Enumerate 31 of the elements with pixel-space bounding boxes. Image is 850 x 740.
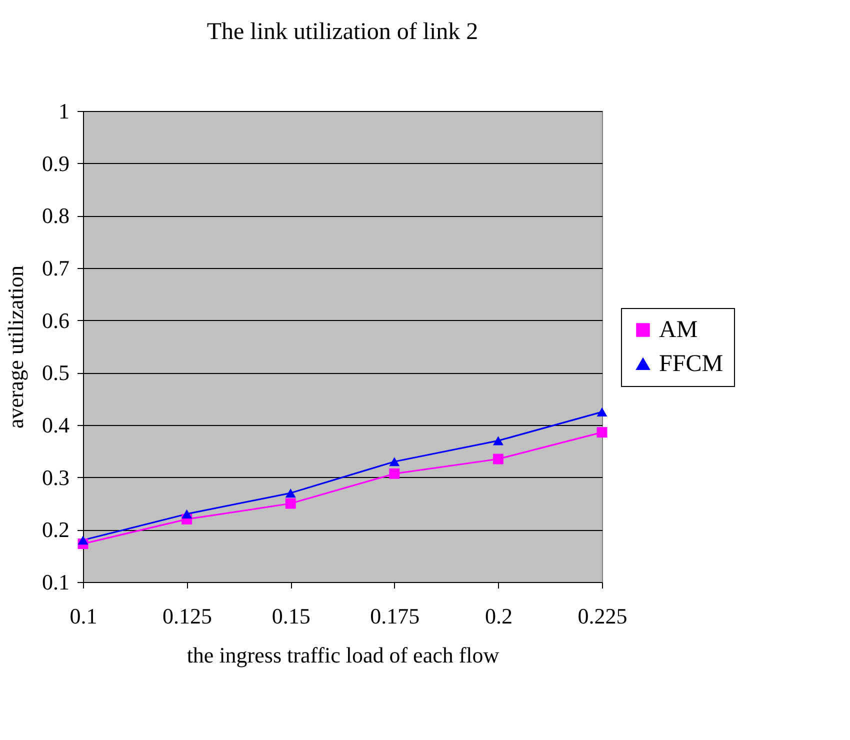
y-tick-label: 0.3 [42, 464, 70, 490]
chart-title: The link utilization of link 2 [206, 19, 478, 45]
point [596, 407, 608, 416]
legend-label: FFCM [659, 351, 724, 377]
x-tick-label: 0.125 [162, 604, 212, 628]
point [596, 427, 608, 438]
point [492, 454, 504, 464]
y-tick-label: 0.9 [42, 150, 70, 176]
x-tick-label: 0.2 [484, 604, 512, 628]
y-tick-label: 0.2 [42, 517, 70, 542]
y-tick-label: 0.5 [42, 360, 70, 386]
y-axis-title: average utilization [3, 265, 28, 429]
point [285, 498, 296, 509]
point [285, 488, 296, 498]
point [389, 457, 400, 466]
y-tick-label: 0.1 [42, 570, 70, 594]
point [389, 468, 400, 479]
y-tick-label: 0.4 [42, 412, 70, 438]
point [182, 509, 192, 519]
y-tick-label: 0.7 [42, 256, 70, 280]
point [492, 436, 504, 446]
point [78, 536, 88, 545]
x-tick-label: 0.15 [272, 604, 310, 628]
legend-label: AM [659, 317, 698, 343]
y-tick-label: 0.6 [42, 308, 70, 333]
x-tick-label: 0.225 [578, 604, 628, 628]
x-axis-title: the ingress traffic load of each flow [186, 642, 500, 668]
y-tick-label: 0.8 [42, 203, 70, 228]
x-tick-label: 0.1 [70, 604, 98, 628]
x-tick-label: 0.175 [370, 604, 420, 628]
y-tick-label: 1 [58, 98, 70, 124]
